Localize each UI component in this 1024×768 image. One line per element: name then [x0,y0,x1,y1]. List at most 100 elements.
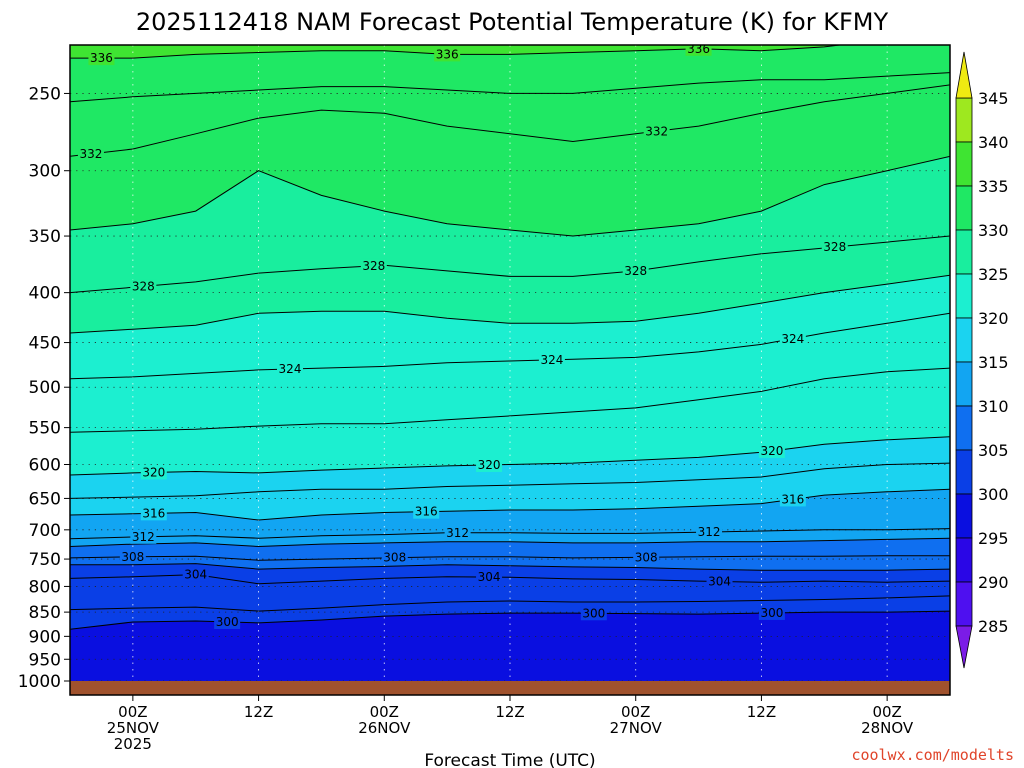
y-tick-label-600: 600 [29,455,61,475]
contour-label-bg [758,605,785,620]
y-tick-label-1000: 1000 [18,672,61,692]
colorbar-label-345: 345 [978,89,1009,108]
colorbar-label-285: 285 [978,617,1009,636]
contour-326 [70,274,950,334]
contour-label-308: 308 [635,550,658,564]
contour-label-bg [434,47,461,62]
x-axis-label: Forecast Time (UTC) [424,751,595,768]
contour-label-bg [277,362,303,377]
y-axis: 250 300 350 400 450 500 550 600 650 700 750 800 850 9… [18,84,70,692]
x-tick-label-24-1: 26NOV [358,719,411,737]
contour-label-bg [706,574,733,589]
colorbar-label-315: 315 [978,353,1009,372]
contour-label-320: 320 [142,465,165,479]
contour-label-bg [821,240,848,255]
colorbar-label-325: 325 [978,265,1009,284]
contour-310 [70,537,950,548]
contour-302 [70,595,950,612]
contour-label-320: 320 [760,444,783,458]
colorbar-label-320: 320 [978,309,1009,328]
contour-label-bg [140,506,167,521]
x-tick-label-60-0: 12Z [747,703,776,721]
y-tick-label-950: 950 [29,650,61,670]
contour-label-316: 316 [415,505,438,519]
contour-label-bg [685,45,712,56]
colorbar-label-305: 305 [978,441,1009,460]
surface-band [70,681,950,695]
contour-312 [70,528,950,540]
contour-label-bg [758,443,785,458]
y-tick-label-700: 700 [29,521,61,541]
contour-label-bg [779,492,806,507]
contour-label-300: 300 [760,606,783,620]
colorbar-top-arrow [955,51,973,99]
contour-label-336: 336 [90,51,113,65]
x-tick-label-0-1: 25NOV [107,719,160,737]
contour-label-bg [633,550,660,565]
y-tick-label-900: 900 [29,627,61,647]
contour-label-304: 304 [184,568,207,582]
x-tick-label-12-0: 12Z [244,703,273,721]
contour-label-304: 304 [708,574,731,588]
contour-label-bg [696,525,723,540]
y-tick-label-500: 500 [29,378,61,398]
contour-label-bg [779,331,806,346]
colorbar: 285 290 295 300 305 310 315 320 325 330 335 340 345 [955,51,1009,669]
y-tick-label-450: 450 [29,334,61,354]
contour-label-bg [580,606,607,621]
contour-label-bg [140,465,167,480]
contour-334 [70,72,950,103]
x-tick-label-0-2: 2025 [114,735,152,753]
contour-308 [70,555,950,561]
contour-label-bg [182,567,209,582]
contour-label-328: 328 [362,259,385,273]
contour-label-304: 304 [478,570,501,584]
contour-332 [70,84,950,157]
colorbar-band-310 [955,361,973,407]
x-tick-label-48-0: 00Z [621,703,650,721]
y-tick-label-250: 250 [29,84,61,104]
chart-title: 2025112418 NAM Forecast Potential Temper… [136,8,889,36]
contour-label-bg [77,146,104,161]
contour-304 [70,574,950,585]
x-tick-label-48-1: 27NOV [610,719,663,737]
contour-label-bg [538,352,565,367]
contour-318 [70,462,950,499]
x-tick-label-72-1: 28NOV [861,719,914,737]
colorbar-label-335: 335 [978,177,1009,196]
contour-322 [70,367,950,433]
contour-label-300: 300 [582,606,605,620]
contour-label-bg [643,124,670,139]
contour-label-308: 308 [383,551,406,565]
y-tick-label-550: 550 [29,419,61,439]
colorbar-label-290: 290 [978,573,1009,592]
contour-label-bg [444,525,471,540]
credit-text: coolwx.com/modelts [851,746,1014,764]
contour-label-bg [381,550,408,565]
colorbar-label-330: 330 [978,221,1009,240]
colorbar-band-305 [955,405,973,451]
contour-label-328: 328 [624,264,647,278]
colorbar-bottom-arrow [955,625,973,669]
colorbar-band-325 [955,229,973,275]
x-tick-label-0-0: 00Z [118,703,147,721]
contour-label-336: 336 [687,42,710,56]
plot-area: 300 300 300 304 304 304 308 308 308 312 312 312 316 3… [70,42,950,695]
contour-label-316: 316 [142,506,165,520]
colorbar-band-340 [955,97,973,143]
contour-label-bg [622,263,649,278]
colorbar-label-295: 295 [978,529,1009,548]
contour-label-bg [476,570,503,585]
x-tick-label-24-0: 00Z [370,703,399,721]
contour-336 [70,45,845,59]
contour-label-300: 300 [216,615,239,629]
colorbar-band-285 [955,581,973,627]
contour-label-bg [360,258,387,273]
contour-label-332: 332 [79,147,102,161]
contour-label-312: 312 [132,530,155,544]
y-tick-label-350: 350 [29,227,61,247]
contour-label-324: 324 [781,332,804,346]
y-tick-label-650: 650 [29,489,61,509]
